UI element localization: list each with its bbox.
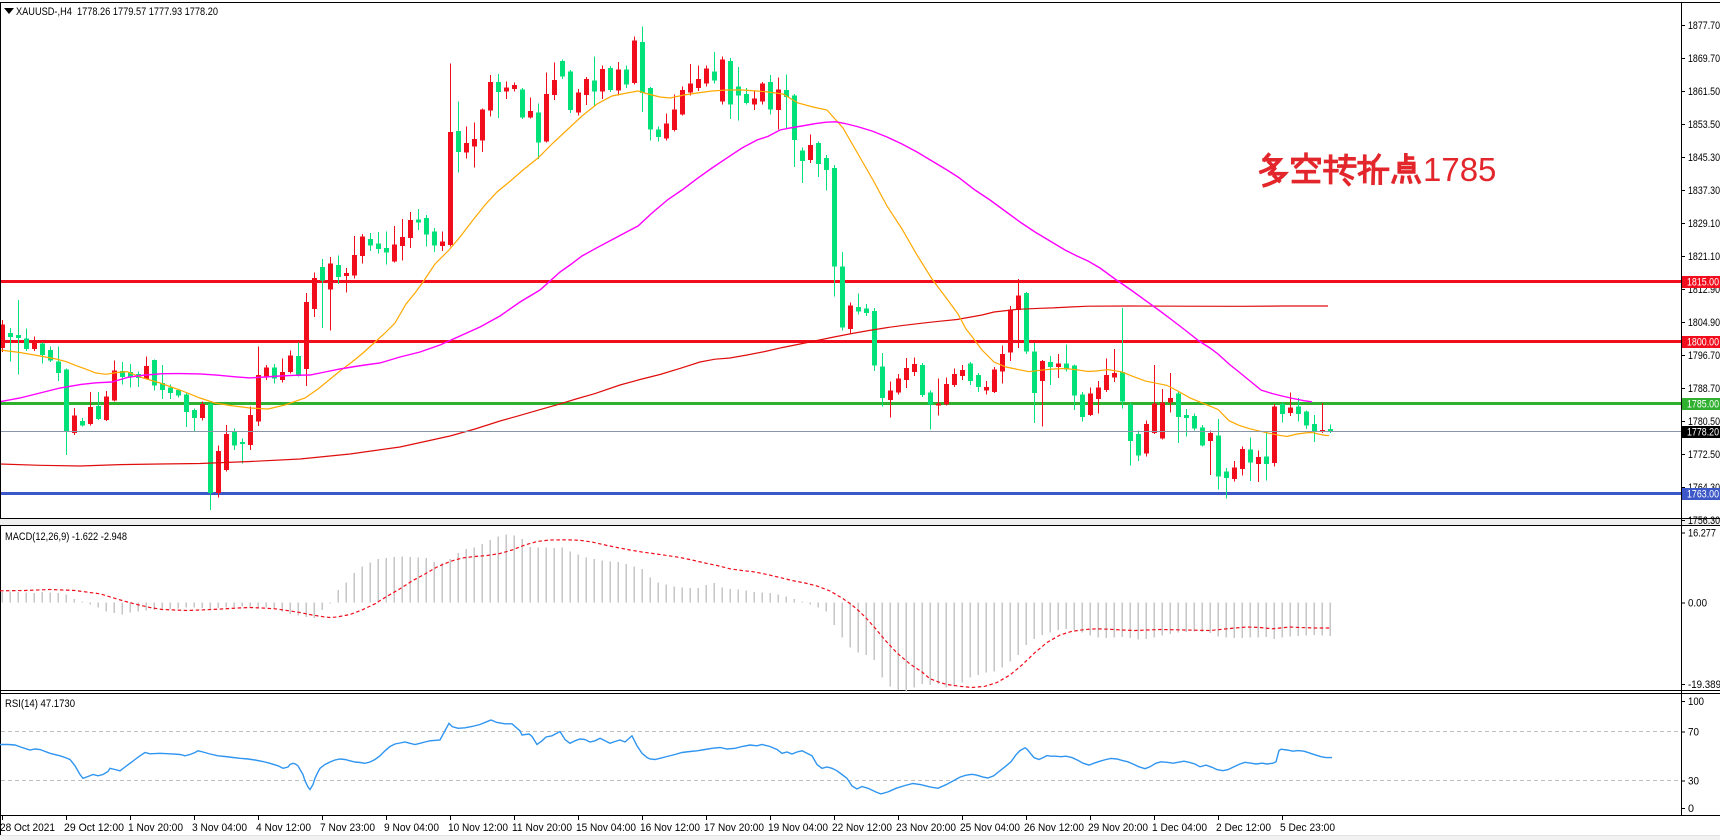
svg-text:1756.30: 1756.30 [1688, 515, 1720, 527]
svg-text:29 Nov 20:00: 29 Nov 20:00 [1088, 822, 1148, 834]
svg-text:1837.30: 1837.30 [1688, 185, 1720, 197]
svg-text:0.00: 0.00 [1688, 597, 1707, 609]
svg-text:7 Nov 23:00: 7 Nov 23:00 [320, 822, 375, 834]
svg-text:1785.00: 1785.00 [1687, 399, 1719, 411]
svg-text:1869.70: 1869.70 [1688, 53, 1720, 65]
svg-text:15 Nov 04:00: 15 Nov 04:00 [576, 822, 636, 834]
svg-text:1861.50: 1861.50 [1688, 86, 1720, 98]
svg-text:1877.70: 1877.70 [1688, 20, 1720, 32]
svg-text:28 Oct 2021: 28 Oct 2021 [0, 822, 55, 834]
svg-text:RSI(14) 47.1730: RSI(14) 47.1730 [5, 698, 75, 710]
svg-text:-19.389: -19.389 [1688, 679, 1720, 691]
svg-text:26 Nov 12:00: 26 Nov 12:00 [1024, 822, 1084, 834]
svg-text:MACD(12,26,9) -1.622 -2.948: MACD(12,26,9) -1.622 -2.948 [5, 531, 127, 543]
svg-text:29 Oct 12:00: 29 Oct 12:00 [64, 822, 124, 834]
svg-text:1780.50: 1780.50 [1688, 416, 1720, 428]
svg-text:1778.20: 1778.20 [1687, 427, 1719, 439]
svg-text:16.277: 16.277 [1688, 527, 1716, 539]
svg-text:1788.70: 1788.70 [1688, 383, 1720, 395]
svg-text:100: 100 [1688, 696, 1704, 708]
svg-text:19 Nov 04:00: 19 Nov 04:00 [768, 822, 828, 834]
svg-text:11 Nov 20:00: 11 Nov 20:00 [512, 822, 572, 834]
svg-text:1845.30: 1845.30 [1688, 152, 1720, 164]
svg-text:1772.50: 1772.50 [1688, 449, 1720, 461]
svg-text:16 Nov 12:00: 16 Nov 12:00 [640, 822, 700, 834]
svg-text:1 Nov 20:00: 1 Nov 20:00 [128, 822, 183, 834]
svg-text:4 Nov 12:00: 4 Nov 12:00 [256, 822, 311, 834]
svg-text:1800.00: 1800.00 [1687, 337, 1719, 349]
svg-text:70: 70 [1688, 727, 1699, 739]
svg-text:25 Nov 04:00: 25 Nov 04:00 [960, 822, 1020, 834]
svg-text:5 Dec 23:00: 5 Dec 23:00 [1280, 822, 1335, 834]
svg-text:3 Nov 04:00: 3 Nov 04:00 [192, 822, 247, 834]
svg-text:1796.70: 1796.70 [1688, 350, 1720, 362]
svg-text:1821.10: 1821.10 [1688, 251, 1720, 263]
svg-text:23 Nov 20:00: 23 Nov 20:00 [896, 822, 956, 834]
svg-text:1785: 1785 [1423, 151, 1496, 188]
svg-text:30: 30 [1688, 776, 1699, 788]
svg-text:1815.00: 1815.00 [1687, 277, 1719, 289]
svg-text:0: 0 [1688, 803, 1694, 815]
svg-text:22 Nov 12:00: 22 Nov 12:00 [832, 822, 892, 834]
svg-text:10 Nov 12:00: 10 Nov 12:00 [448, 822, 508, 834]
svg-text:XAUUSD-,H4 1778.26 1779.57 17: XAUUSD-,H4 1778.26 1779.57 1777.93 1778.… [16, 6, 218, 18]
svg-text:9 Nov 04:00: 9 Nov 04:00 [384, 822, 439, 834]
svg-text:17 Nov 20:00: 17 Nov 20:00 [704, 822, 764, 834]
svg-text:1763.00: 1763.00 [1687, 489, 1719, 501]
svg-text:2 Dec 12:00: 2 Dec 12:00 [1216, 822, 1271, 834]
svg-text:1 Dec 04:00: 1 Dec 04:00 [1152, 822, 1207, 834]
svg-text:1853.50: 1853.50 [1688, 119, 1720, 131]
svg-text:1804.90: 1804.90 [1688, 317, 1720, 329]
svg-text:1829.10: 1829.10 [1688, 218, 1720, 230]
